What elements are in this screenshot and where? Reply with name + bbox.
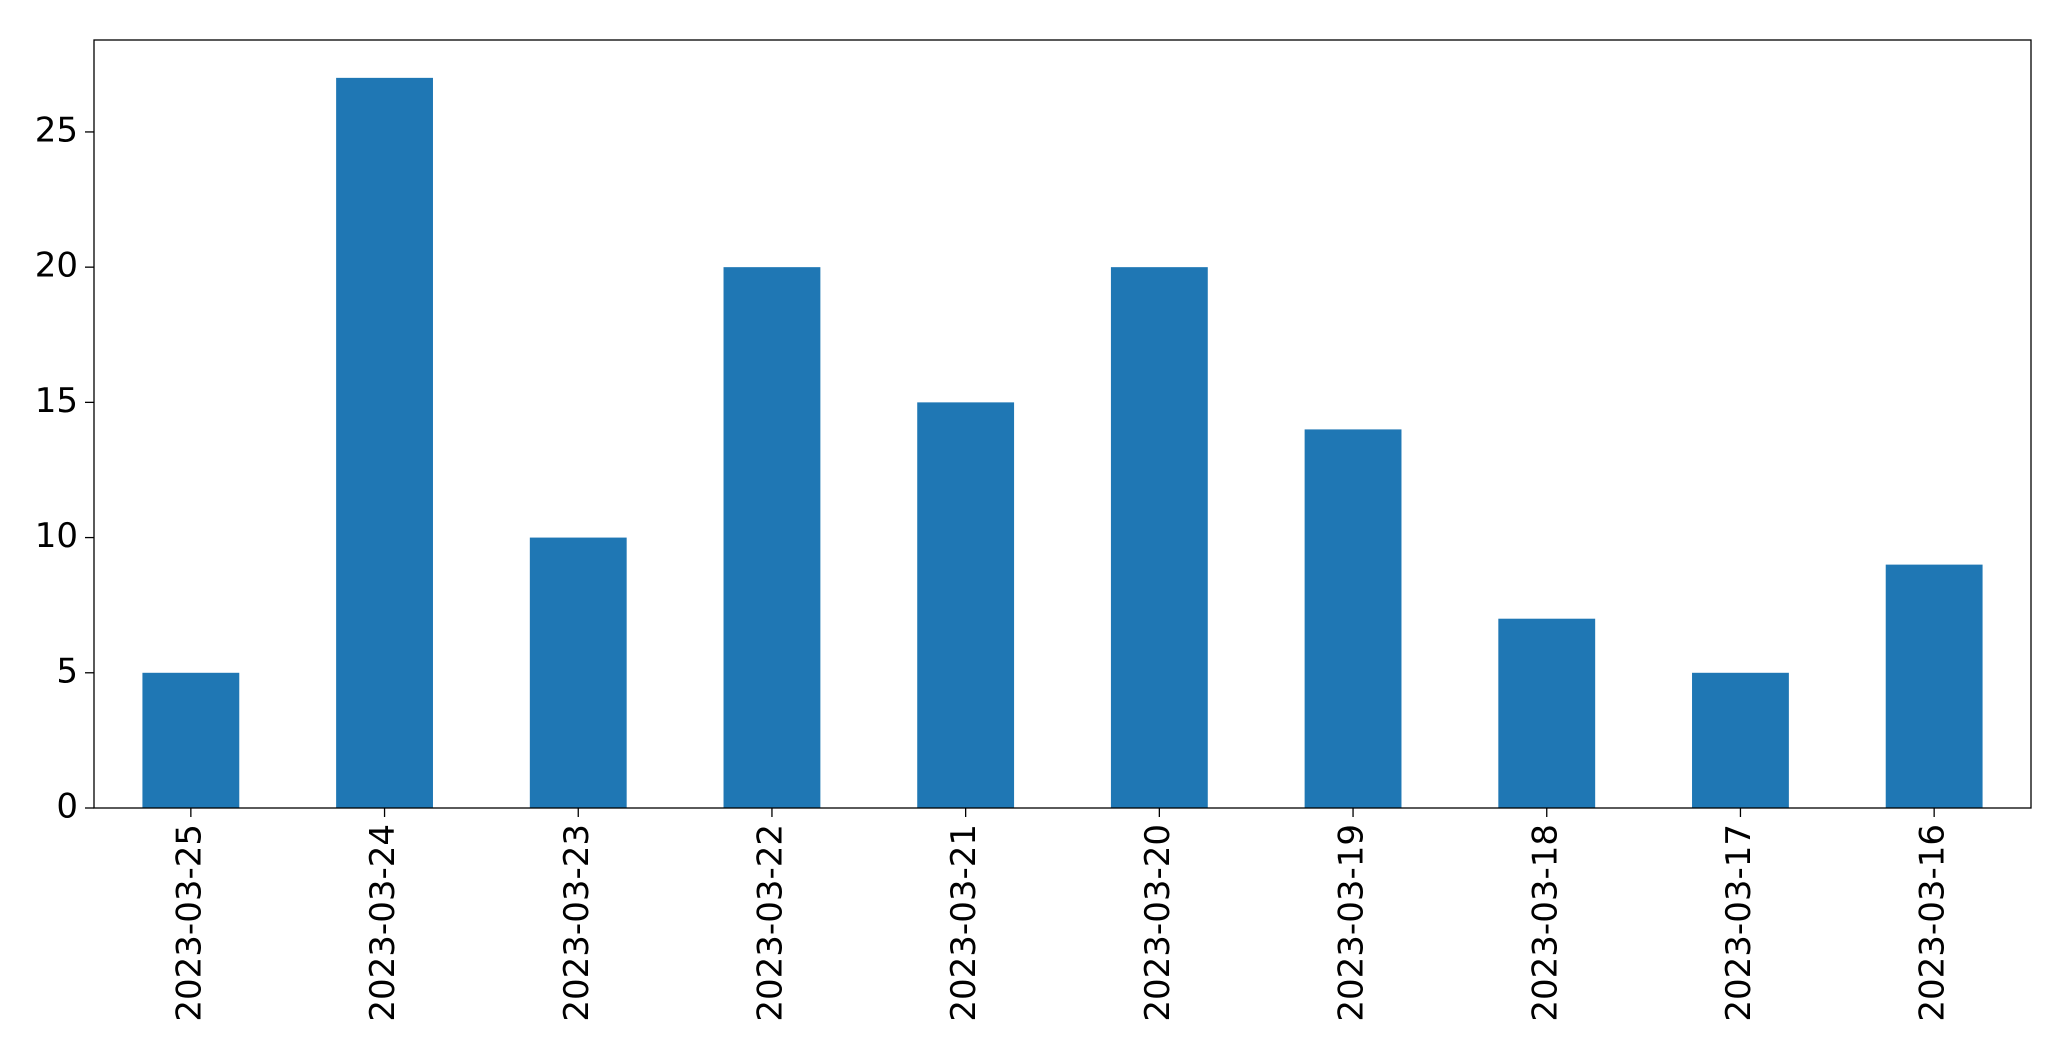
bar bbox=[1304, 429, 1402, 808]
bar bbox=[1692, 672, 1789, 808]
y-tick-label: 10 bbox=[35, 516, 78, 556]
bar bbox=[723, 267, 821, 809]
bar bbox=[529, 537, 627, 808]
y-tick-label: 0 bbox=[56, 787, 78, 827]
x-tick-label: 2023-03-22 bbox=[750, 824, 790, 1022]
bar bbox=[1110, 267, 1208, 809]
bar bbox=[1498, 618, 1596, 808]
bar bbox=[1885, 564, 1983, 808]
x-tick-label: 2023-03-16 bbox=[1913, 824, 1953, 1022]
y-tick-label: 15 bbox=[35, 381, 78, 421]
plot-frame bbox=[93, 39, 2032, 809]
bar bbox=[142, 672, 240, 808]
x-tick-label: 2023-03-19 bbox=[1332, 824, 1372, 1022]
bar bbox=[336, 77, 433, 809]
x-tick-label: 2023-03-17 bbox=[1719, 824, 1759, 1022]
x-tick-label: 2023-03-20 bbox=[1138, 824, 1178, 1022]
y-tick-label: 25 bbox=[35, 110, 78, 150]
y-tick-label: 20 bbox=[35, 246, 78, 286]
x-tick-label: 2023-03-21 bbox=[944, 824, 984, 1022]
x-tick-label: 2023-03-25 bbox=[169, 824, 209, 1022]
bar bbox=[917, 402, 1015, 808]
x-tick-label: 2023-03-23 bbox=[557, 824, 597, 1022]
x-tick-label: 2023-03-18 bbox=[1525, 824, 1565, 1022]
y-tick-label: 5 bbox=[56, 651, 78, 691]
x-tick-label: 2023-03-24 bbox=[363, 824, 403, 1022]
